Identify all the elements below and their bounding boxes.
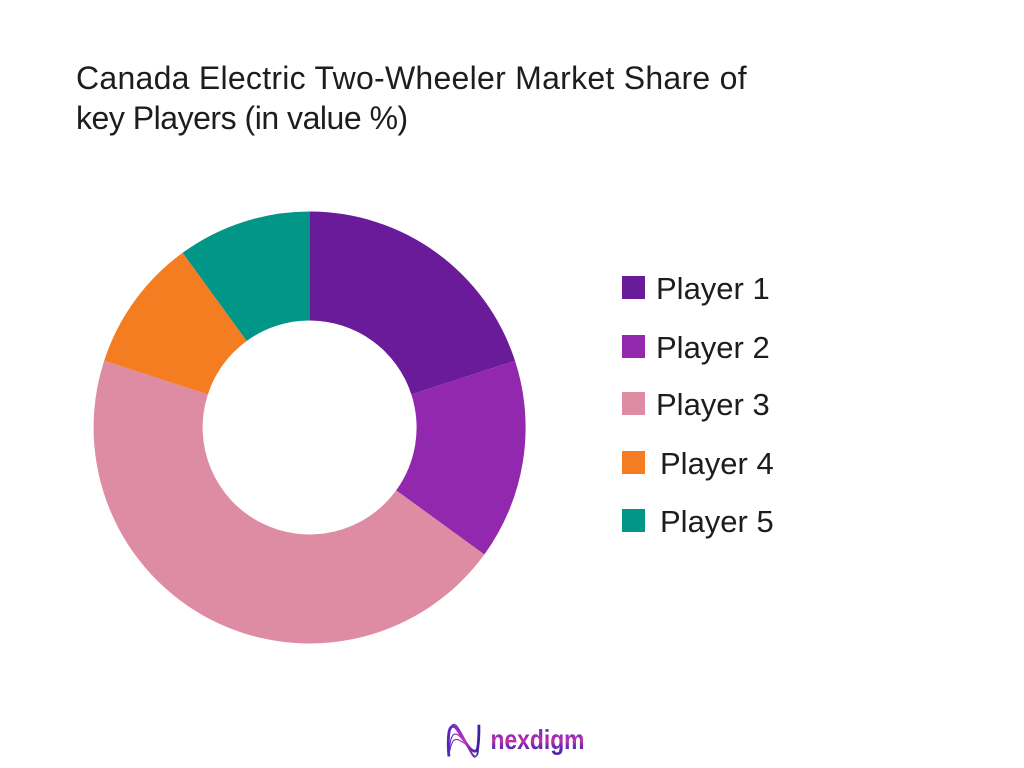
svg-text:nexdigm: nexdigm: [491, 724, 585, 755]
